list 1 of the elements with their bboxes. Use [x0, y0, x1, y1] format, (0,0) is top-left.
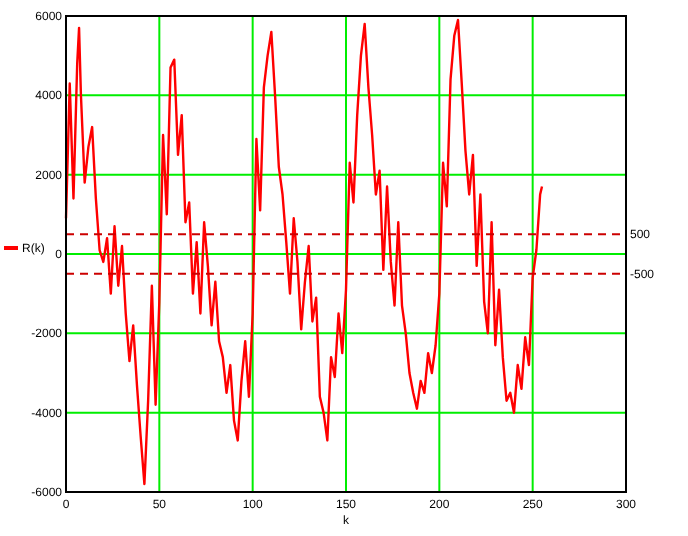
line-series: [64, 18, 544, 486]
